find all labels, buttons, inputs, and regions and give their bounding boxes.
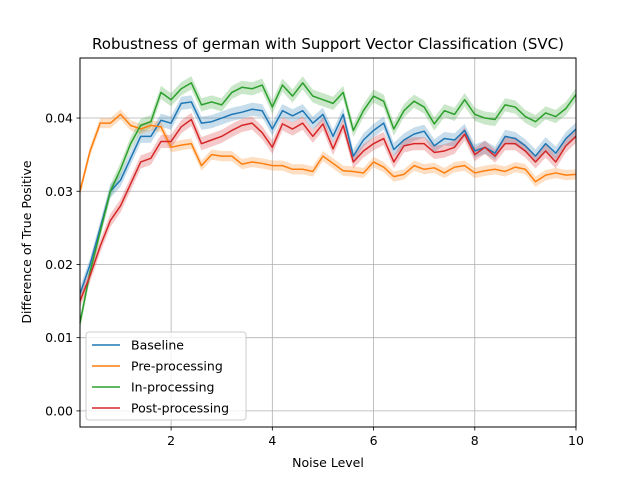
y-axis-title: Difference of True Positive (19, 160, 34, 323)
post-processing-legend-label: Post-processing (131, 401, 229, 416)
x-tick-label: 4 (268, 433, 276, 448)
x-axis-title: Noise Level (292, 455, 364, 470)
post-processing-line (79, 118, 577, 302)
y-tick-label: 0.02 (45, 257, 73, 272)
y-tick-label: 0.01 (45, 330, 73, 345)
series-lines (79, 82, 577, 324)
x-tick-label: 6 (370, 433, 378, 448)
y-tick-label: 0.04 (45, 111, 73, 126)
chart-title: Robustness of german with Support Vector… (92, 35, 564, 53)
pre-processing-legend-label: Pre-processing (131, 359, 223, 374)
axis-ticks: 2 4 6 8 10 0.00 0.01 0.02 0.03 0.04 (45, 111, 584, 448)
y-tick-label: 0.00 (45, 403, 73, 418)
grid (80, 58, 577, 427)
in-processing-legend-label: In-processing (131, 380, 214, 395)
baseline-legend-label: Baseline (131, 338, 184, 353)
x-tick-label: 8 (471, 433, 479, 448)
pre-processing-line (79, 113, 577, 192)
legend: Baseline Pre-processing In-processing Post-… (85, 331, 247, 421)
in-processing-line (79, 82, 577, 324)
y-tick-label: 0.03 (45, 184, 73, 199)
plot-frame (79, 57, 577, 428)
x-tick-label: 2 (167, 433, 175, 448)
legend-box (85, 331, 247, 421)
baseline-line (79, 101, 577, 294)
x-tick-label: 10 (568, 433, 584, 448)
